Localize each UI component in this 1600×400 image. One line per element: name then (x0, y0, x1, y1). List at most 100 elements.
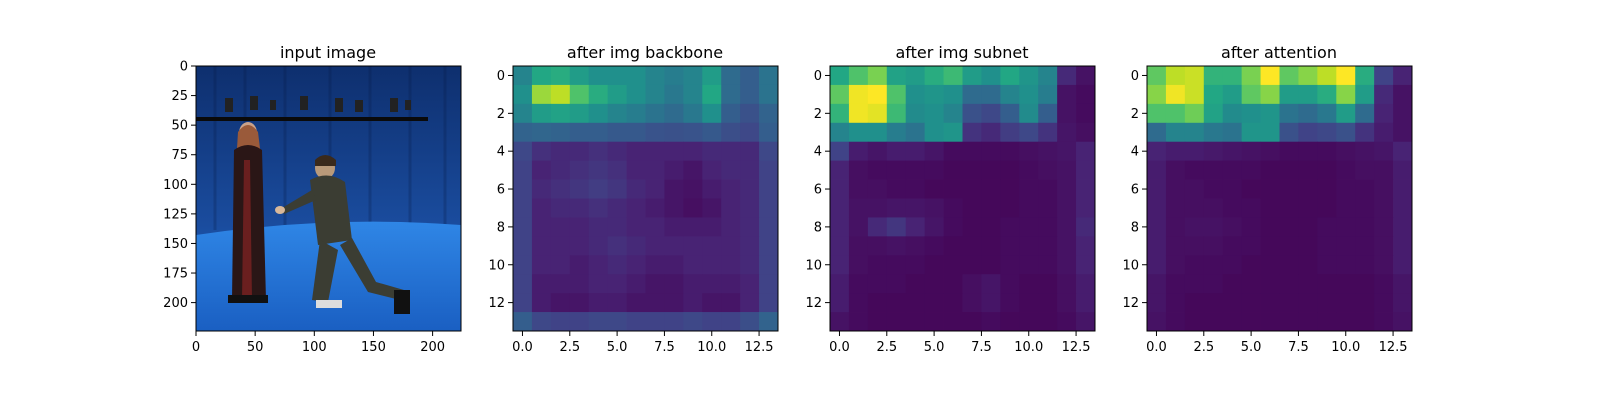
heatmap-cell (1279, 103, 1299, 124)
heatmap-cell (550, 66, 571, 86)
heatmap-cells (830, 66, 1096, 332)
heatmap-cell (1203, 179, 1224, 199)
heatmap-cell (1260, 293, 1280, 313)
heatmap-cell (1000, 103, 1020, 124)
heatmap-cell (1260, 217, 1280, 237)
heatmap-cell (1019, 179, 1039, 199)
y-tick-label: 0 (497, 69, 505, 84)
heatmap-cell (924, 255, 944, 275)
y-tick-label: 4 (814, 145, 822, 160)
heatmap-cell (962, 312, 982, 332)
heatmap-cell (962, 160, 982, 180)
heatmap-cell (1165, 274, 1186, 294)
panel-after-img-backbone: after img backbone 0.0 2.5 5.0 7.5 10.0 12.5 0… (488, 43, 779, 355)
heatmap-cell (924, 66, 944, 86)
heatmap-cell (759, 255, 779, 275)
heatmap-cell (1165, 160, 1186, 180)
heatmap-cell (550, 103, 571, 124)
heatmap-cell (1203, 312, 1224, 332)
heatmap-cell (1147, 217, 1167, 237)
heatmap-cell (607, 217, 627, 237)
heatmap-cell (1336, 274, 1356, 294)
heatmap-cell (1241, 217, 1261, 237)
heatmap-cell (886, 122, 907, 143)
heatmap-cell (848, 312, 869, 332)
heatmap-cell (1241, 274, 1261, 294)
x-tick-label: 7.5 (654, 340, 675, 355)
heatmap-cell (683, 160, 703, 180)
input-photo (196, 66, 461, 331)
heatmap-cell (702, 217, 722, 237)
heatmap-cell (569, 236, 590, 256)
heatmap-cell (1057, 66, 1077, 86)
heatmap-cell (981, 160, 1001, 180)
heatmap-cell (740, 103, 760, 124)
heatmap-cell (962, 66, 982, 86)
heatmap-cell (1165, 84, 1186, 105)
heatmap-cell (962, 179, 982, 199)
heatmap-cell (1019, 312, 1039, 332)
heatmap-cell (759, 84, 779, 105)
heatmap-cell (867, 255, 888, 275)
heatmap-cell (1057, 103, 1077, 124)
heatmap-cell (1019, 274, 1039, 294)
heatmap-cell (1165, 236, 1186, 256)
heatmap-cell (1147, 141, 1167, 162)
heatmap-cell (702, 312, 722, 332)
heatmap-cell (1374, 84, 1394, 105)
heatmap-cell (588, 236, 609, 256)
heatmap-cell (1298, 103, 1318, 124)
heatmap-cell (886, 236, 907, 256)
heatmap-cell (848, 141, 869, 162)
heatmap-cell (721, 103, 741, 124)
heatmap-cell (1076, 141, 1096, 162)
heatmap-cell (721, 66, 741, 86)
heatmap-cell (848, 122, 869, 143)
heatmap-cell (1279, 236, 1299, 256)
heatmap-cell (1374, 179, 1394, 199)
heatmap-cell (981, 236, 1001, 256)
heatmap-cell (981, 293, 1001, 313)
heatmap-cell (1222, 103, 1243, 124)
heatmap-cell (1317, 179, 1337, 199)
heatmap-cell (1355, 274, 1375, 294)
heatmap-cell (569, 66, 590, 86)
heatmap-cell (645, 236, 665, 256)
heatmap-cell (848, 274, 869, 294)
heatmap-cell (664, 217, 684, 237)
chart-title: after img backbone (567, 43, 723, 62)
heatmap-cell (830, 141, 850, 162)
heatmap-cell (1393, 236, 1413, 256)
heatmap-cell (1317, 103, 1337, 124)
heatmap-cell (588, 312, 609, 332)
heatmap-cell (962, 217, 982, 237)
heatmap-cell (1038, 198, 1058, 218)
heatmap-cell (683, 274, 703, 294)
heatmap-cell (1298, 274, 1318, 294)
heatmap-cell (1241, 84, 1261, 105)
heatmap-cell (1038, 141, 1058, 162)
heatmap-cell (1147, 255, 1167, 275)
heatmap-cell (943, 66, 963, 86)
heatmap-cell (759, 141, 779, 162)
heatmap-cell (962, 274, 982, 294)
heatmap-cell (1000, 255, 1020, 275)
heatmap-cell (1000, 84, 1020, 105)
heatmap-cell (664, 179, 684, 199)
heatmap-cell (1038, 66, 1058, 86)
heatmap-cell (867, 312, 888, 332)
heatmap-cell (607, 84, 627, 105)
y-tick-label: 12 (488, 296, 505, 311)
heatmap-cell (1355, 293, 1375, 313)
heatmap-cell (1393, 160, 1413, 180)
heatmap-cell (905, 122, 926, 143)
heatmap-cell (1355, 312, 1375, 332)
heatmap-cell (1260, 179, 1280, 199)
heatmap-cell (867, 84, 888, 105)
heatmap-cell (1279, 122, 1299, 143)
heatmap-cell (848, 293, 869, 313)
heatmap-cell (1222, 84, 1243, 105)
heatmap-cell (531, 122, 552, 143)
heatmap-cell (886, 274, 907, 294)
heatmap-cell (830, 179, 850, 199)
